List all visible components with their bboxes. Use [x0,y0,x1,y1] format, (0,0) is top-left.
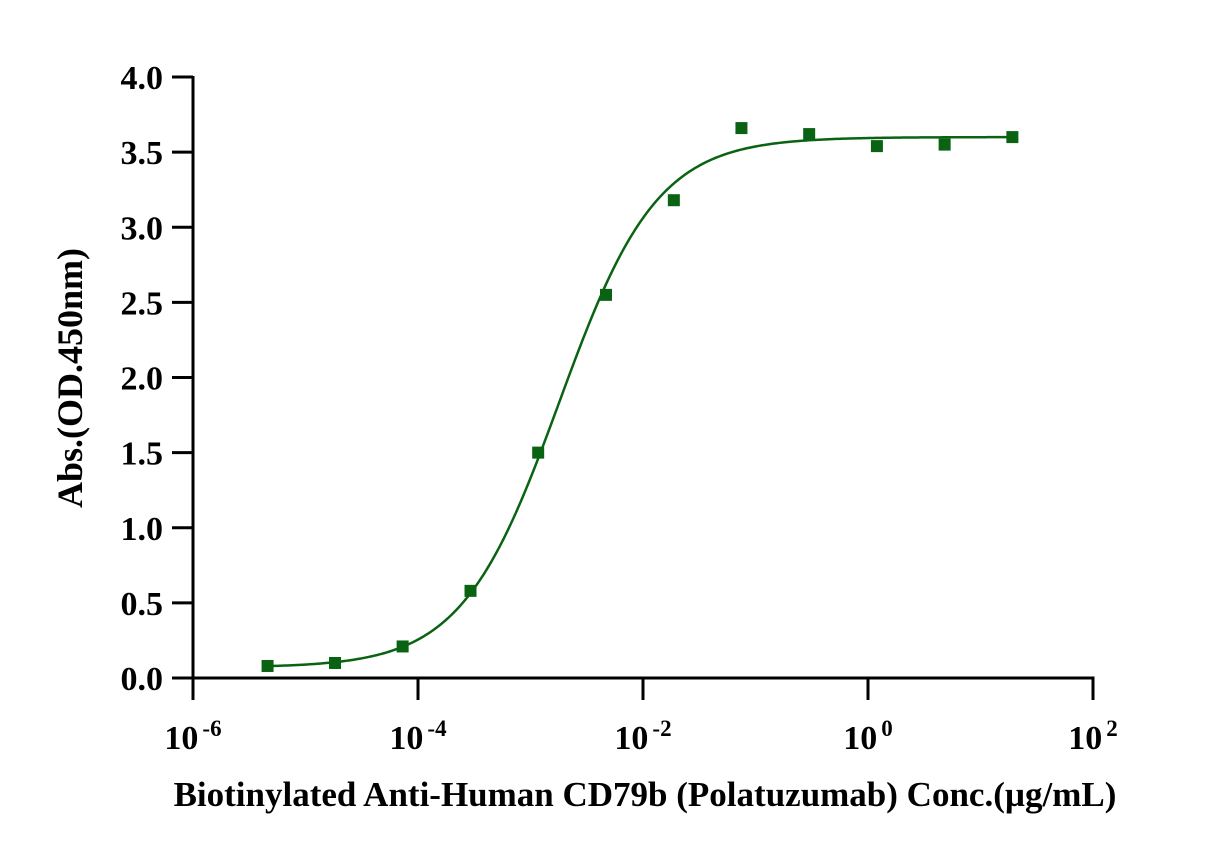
y-tick-label: 1.0 [121,511,164,548]
x-tick-label: 10 -6 [164,716,221,757]
x-tick-label: 10 -2 [614,716,671,757]
y-tick-label: 2.0 [121,361,164,398]
data-point [667,194,680,207]
data-points [261,122,1019,672]
y-tick-label: 0.5 [121,586,164,623]
y-tick-label: 1.5 [121,436,164,473]
x-tick-label: 10 -4 [389,716,447,757]
y-tick-label: 4.0 [121,60,164,97]
data-point [532,446,545,459]
data-point [735,122,748,135]
x-tick-label: 10 0 [843,716,893,757]
x-tick-label: 10 2 [1068,716,1118,757]
data-point [600,288,613,301]
data-point [261,659,274,672]
fit-curve [267,135,1013,668]
x-axis: 10 -6 10 -4 10 -2 10 0 10 2 [164,676,1118,757]
y-axis: 0.0 0.5 1.0 1.5 2.0 2.5 3.0 3.5 4.0 [121,60,195,698]
fit-curve-layer [267,135,1013,668]
x-axis-label: Biotinylated Anti-Human CD79b (Polatuzum… [174,775,1117,814]
data-point [803,128,816,141]
y-tick-label: 3.5 [121,135,164,172]
data-point [938,138,951,151]
y-tick-label: 2.5 [121,285,164,322]
y-tick-label: 0.0 [121,661,164,698]
data-point [1006,131,1019,144]
y-axis-label: Abs.(OD.450nm) [50,248,90,508]
data-point [464,584,477,597]
y-tick-label: 3.0 [121,210,164,247]
data-point [396,640,409,653]
data-point [329,656,342,669]
data-point [870,140,883,153]
